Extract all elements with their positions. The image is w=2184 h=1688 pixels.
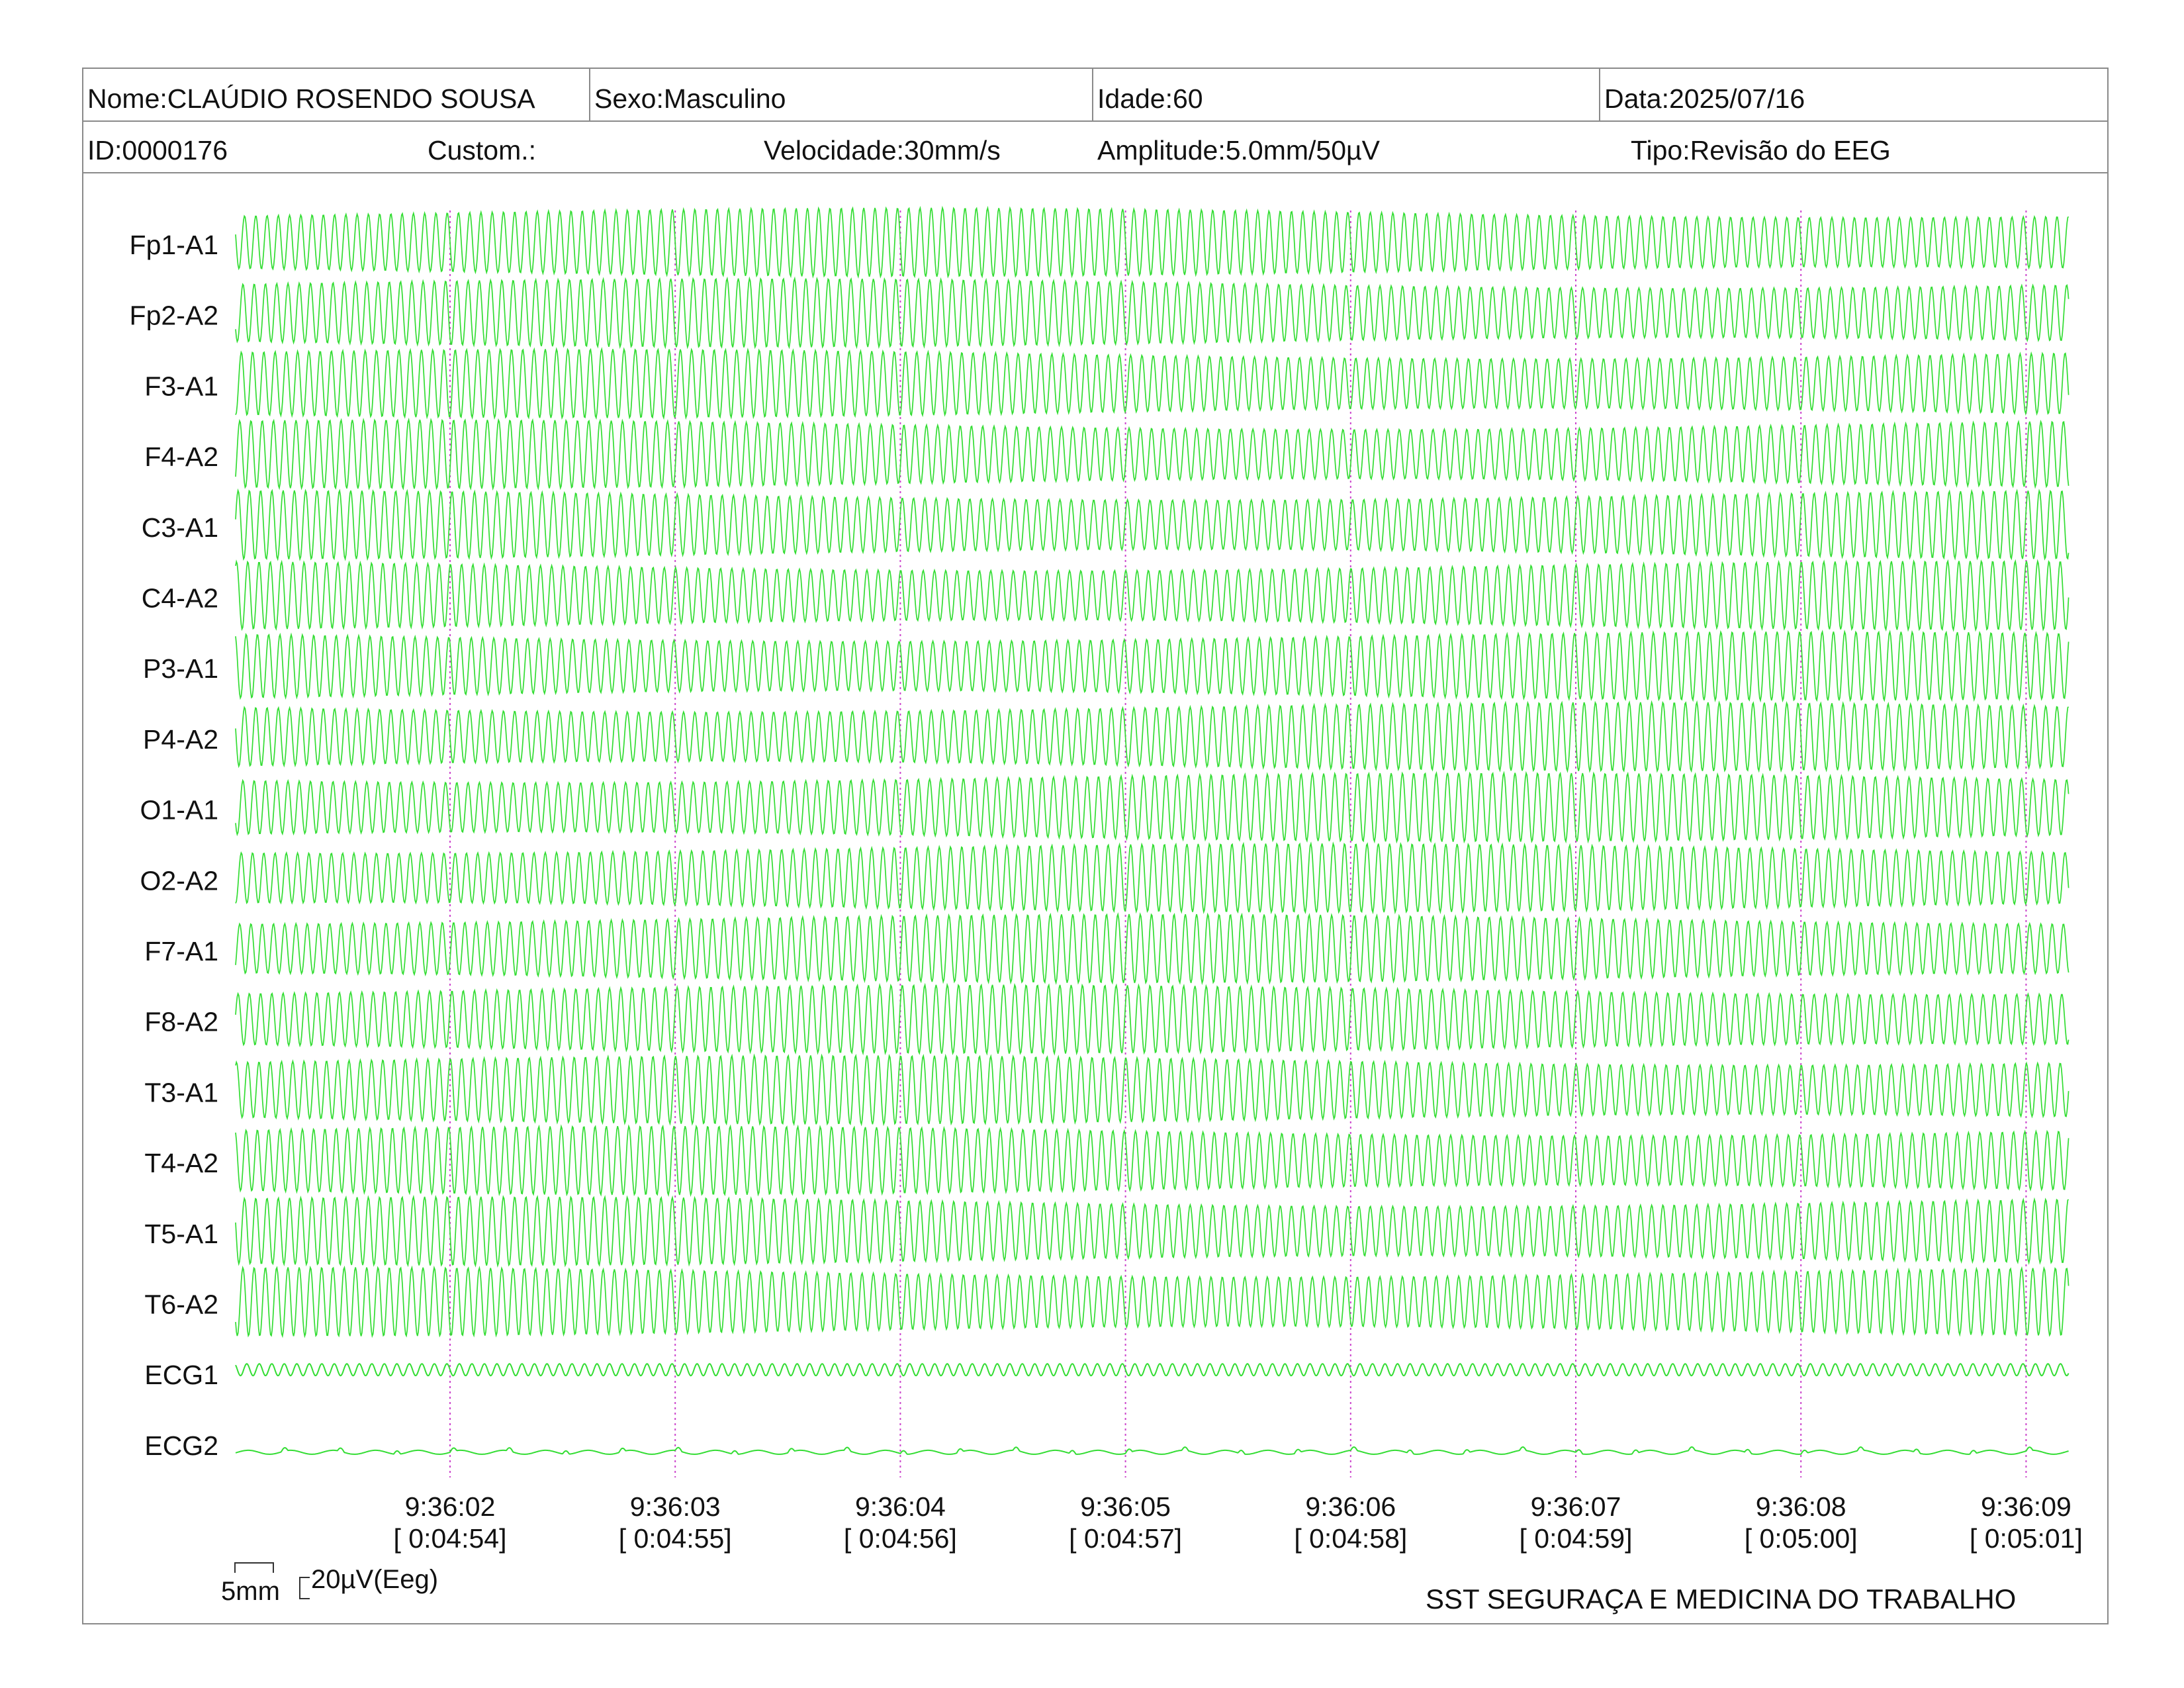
- channel-label: Fp2-A2: [130, 301, 218, 331]
- channel-label: T5-A1: [144, 1219, 218, 1249]
- amplitude-scale-label: 20µV(Eeg): [311, 1565, 439, 1594]
- amplitude-scale-bar: [299, 1577, 310, 1599]
- channel-trace: [235, 1194, 2070, 1268]
- time-scale-bar: [234, 1562, 274, 1573]
- channel-label: ECG2: [144, 1430, 218, 1461]
- header-row-exam: ID:0000176 Custom.: Velocidade:30mm/s Am…: [83, 120, 2107, 173]
- channel-trace: [235, 771, 2070, 844]
- time-tick-elapsed: [ 0:04:55]: [619, 1523, 732, 1554]
- channel-trace: [235, 630, 2070, 703]
- channel-label: O2-A2: [140, 865, 219, 896]
- channel-trace: [235, 1265, 2070, 1338]
- channel-trace: [235, 982, 2070, 1056]
- channel-label: P3-A1: [143, 653, 218, 684]
- channel-label: F4-A2: [144, 442, 218, 472]
- time-tick-elapsed: [ 0:04:58]: [1294, 1523, 1407, 1554]
- time-tick-elapsed: [ 0:04:57]: [1069, 1523, 1182, 1554]
- header-divider: [1599, 69, 1600, 120]
- channel-trace: [235, 488, 2070, 561]
- time-tick-elapsed: [ 0:05:01]: [1970, 1523, 2083, 1554]
- amplitude-setting: Amplitude:5.0mm/50µV: [1097, 135, 1380, 165]
- channel-label: C3-A1: [142, 512, 218, 543]
- time-tick-clock: 9:36:03: [630, 1491, 721, 1522]
- header-row-patient: Nome:CLAÚDIO ROSENDO SOUSA Sexo:Masculin…: [83, 69, 2107, 122]
- channel-trace: [235, 347, 2070, 420]
- patient-age: Idade:60: [1097, 83, 1203, 114]
- institution-name: SST SEGURAÇA E MEDICINA DO TRABALHO: [1426, 1583, 2017, 1615]
- patient-sex: Sexo:Masculino: [594, 83, 786, 114]
- channel-trace: [235, 1446, 2069, 1455]
- channel-trace: [235, 700, 2070, 773]
- channel-trace: [235, 1124, 2070, 1197]
- time-tick-elapsed: [ 0:04:54]: [394, 1523, 507, 1554]
- channel-label: F7-A1: [144, 936, 218, 966]
- channel-label: F8-A2: [144, 1007, 218, 1037]
- channel-trace: [235, 1363, 2070, 1377]
- channel-label: C4-A2: [142, 583, 218, 614]
- channel-label: T6-A2: [144, 1289, 218, 1320]
- time-tick-clock: 9:36:06: [1305, 1491, 1396, 1522]
- custom-field: Custom.:: [428, 135, 537, 165]
- time-tick-clock: 9:36:05: [1080, 1491, 1171, 1522]
- channel-trace: [235, 912, 2070, 986]
- time-tick-clock: 9:36:02: [405, 1491, 496, 1522]
- exam-type: Tipo:Revisão do EEG: [1631, 135, 1891, 165]
- channel-label: T4-A2: [144, 1148, 218, 1178]
- channel-label: P4-A2: [143, 724, 218, 755]
- exam-date: Data:2025/07/16: [1604, 83, 1805, 114]
- channel-label: Fp1-A1: [130, 230, 218, 260]
- time-tick-elapsed: [ 0:04:59]: [1520, 1523, 1633, 1554]
- header-divider: [589, 69, 590, 120]
- channel-trace: [235, 417, 2070, 491]
- channel-label: O1-A1: [140, 795, 219, 825]
- channel-label: T3-A1: [144, 1077, 218, 1107]
- patient-id: ID:0000176: [87, 135, 228, 165]
- channel-trace: [235, 841, 2070, 915]
- channel-trace: [235, 205, 2070, 279]
- channel-label: ECG1: [144, 1360, 218, 1390]
- channel-trace: [235, 559, 2070, 632]
- time-scale-label: 5mm: [221, 1577, 280, 1606]
- time-tick-elapsed: [ 0:05:00]: [1745, 1523, 1858, 1554]
- time-tick-clock: 9:36:08: [1756, 1491, 1846, 1522]
- time-tick-clock: 9:36:04: [855, 1491, 946, 1522]
- channel-label: F3-A1: [144, 371, 218, 401]
- time-tick-elapsed: [ 0:04:56]: [844, 1523, 957, 1554]
- header-divider: [1092, 69, 1093, 120]
- time-tick-clock: 9:36:07: [1531, 1491, 1621, 1522]
- patient-name: Nome:CLAÚDIO ROSENDO SOUSA: [87, 83, 535, 114]
- time-tick-clock: 9:36:09: [1981, 1491, 2071, 1522]
- paper-speed: Velocidade:30mm/s: [764, 135, 1001, 165]
- report-frame: Nome:CLAÚDIO ROSENDO SOUSA Sexo:Masculin…: [82, 68, 2109, 1624]
- channel-trace: [235, 1053, 2070, 1127]
- channel-trace: [235, 276, 2070, 350]
